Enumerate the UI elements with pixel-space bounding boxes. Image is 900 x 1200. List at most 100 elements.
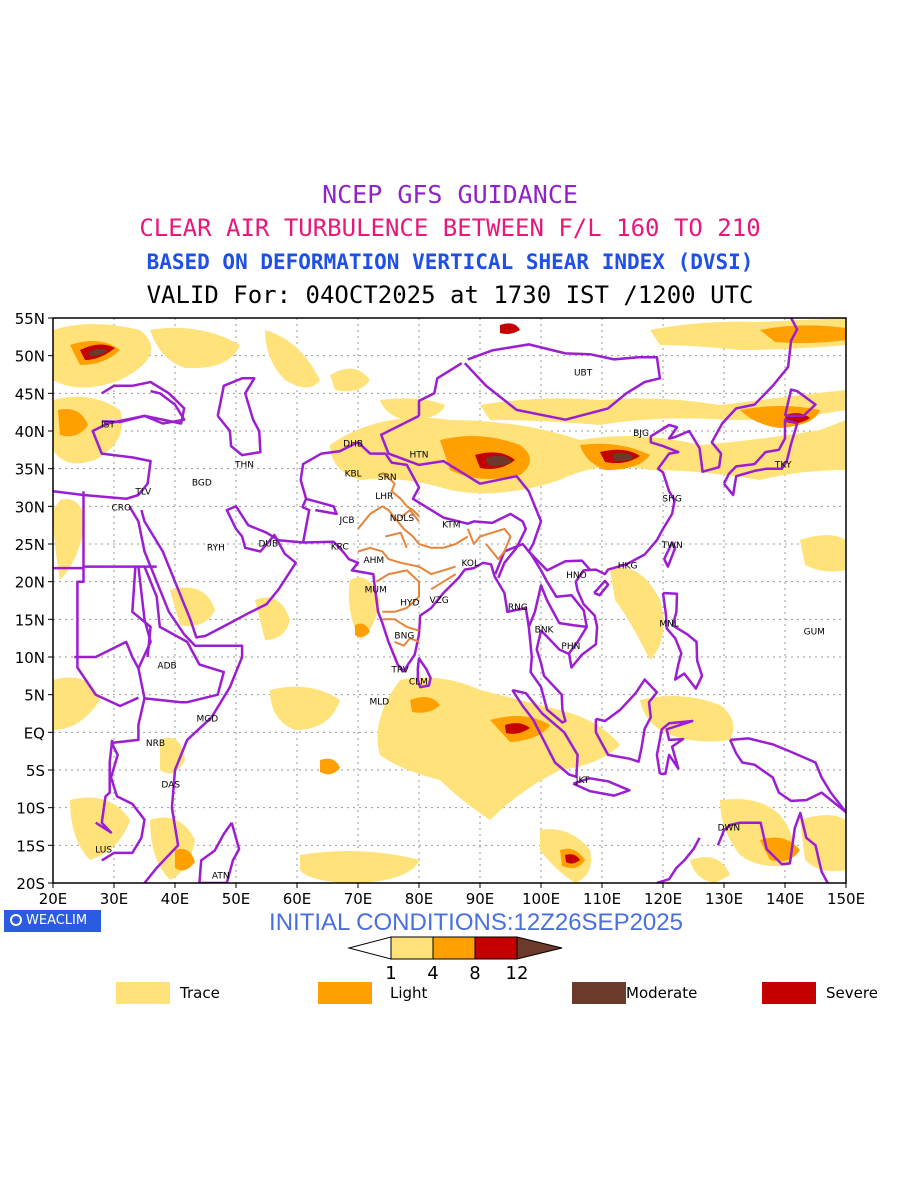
station-label: MUM [365,585,387,595]
chart-subtitle-dvsi: BASED ON DEFORMATION VERTICAL SHEAR INDE… [146,250,754,274]
boundary-line [76,566,139,708]
station-label: HKG [618,561,638,571]
boundary-line [663,541,677,568]
x-tick-label: 70E [344,890,373,908]
boundary-line [593,579,610,597]
india-state-line [385,531,408,549]
station-labels: UBT IST BJG DHB HTN THN KBL SRN TKY BGD TLV LHR SHG C… [95,368,825,881]
boundary-line [572,777,631,797]
boundary-line [305,497,338,516]
boundary-line [74,640,140,669]
colorbar: 1 4 8 12 [347,936,563,984]
coastlines-and-borders [53,318,846,883]
station-label: SRN [378,473,397,483]
india-state-line [382,618,420,632]
boundary-line [299,441,528,579]
india-state-line [357,505,469,549]
y-tick-label: 55N [15,310,45,328]
y-tick-label: 45N [15,385,45,403]
legend-label-trace: Trace [180,984,220,1002]
station-label: MGD [196,714,218,724]
y-tick-label: 10S [16,800,45,818]
boundary-line [417,362,463,416]
station-label: KTM [442,521,460,531]
y-tick-label: 5N [24,687,45,705]
station-label: KRC [331,543,349,553]
station-label: TRV [390,665,409,675]
station-label: SHG [662,494,681,504]
boundary-line [783,388,817,418]
legend-swatch-trace [116,982,170,1004]
weaclim-logo-icon [10,914,22,926]
station-label: HYD [400,598,419,608]
station-label: GUM [804,628,825,638]
boundary-line [594,678,659,763]
station-label: NDLS [390,514,415,524]
y-tick-label: 10N [15,649,45,667]
colorbar-bin-light [432,936,476,960]
colorbar-label: 8 [469,963,480,984]
station-label: VZG [429,596,448,606]
boundary-line [82,491,157,568]
india-state-line [375,569,420,613]
station-label: LHR [375,492,393,502]
x-tick-label: 130E [705,890,743,908]
boundary-line [140,318,799,724]
y-tick-label: EQ [24,724,45,742]
india-state-boundaries [357,471,512,647]
station-label: HTN [410,451,429,461]
station-label: JCB [338,516,354,526]
station-label: TWN [661,541,683,551]
boundary-line [416,657,432,689]
station-label: KOL [461,559,479,569]
legend-label-severe: Severe [826,984,878,1002]
station-label: CRO [112,503,132,513]
x-tick-label: 60E [283,890,312,908]
x-tick-label: 110E [583,890,621,908]
y-tick-label: 20S [16,875,45,893]
station-label: ATN [212,872,230,882]
colorbar-label: 1 [385,963,396,984]
y-tick-label: 35N [15,461,45,479]
india-state-line [381,471,420,517]
station-label: CLM [409,677,428,687]
chart-title: NCEP GFS GUIDANCE [322,180,578,209]
weaclim-badge: WEACLIM [4,910,101,932]
boundary-line [511,688,579,779]
station-label: BNK [535,625,555,635]
boundary-line [128,505,244,883]
boundary-line [527,584,587,629]
y-tick-label: 15N [15,611,45,629]
y-tick-label: 40N [15,423,45,441]
colorbar-bin-severe [474,936,518,960]
boundary-line [379,414,591,572]
station-label: UBT [574,368,593,378]
legend-swatch-light [318,982,372,1004]
station-label: ADB [157,662,176,672]
boundary-line [722,418,799,497]
station-label: BNG [394,631,414,641]
x-tick-label: 30E [100,890,129,908]
colorbar-label: 4 [427,963,438,984]
station-label: DUB [258,539,278,549]
boundary-line [728,737,846,814]
station-label: DHB [343,439,363,449]
x-tick-label: 120E [644,890,682,908]
x-tick-label: 80E [405,890,434,908]
x-tick-label: 40E [161,890,190,908]
station-label: RYH [207,543,225,553]
initial-conditions: INITIAL CONDITIONS:12Z26SEP2025 [269,909,683,936]
boundary-line [95,739,114,834]
station-label: IST [101,420,115,430]
x-tick-label: 50E [222,890,251,908]
station-label: TLV [134,488,152,498]
station-label: LUS [95,845,112,855]
colorbar-label: 12 [506,963,529,984]
boundary-line [655,719,694,776]
legend-swatch-severe [762,982,816,1004]
turbulence-shading [53,318,846,883]
valid-time: VALID For: 04OCT2025 at 1730 IST /1200 U… [146,281,754,309]
weaclim-badge-text: WEACLIM [26,913,88,928]
y-tick-label: 15S [16,837,45,855]
y-tick-label: 20N [15,574,45,592]
